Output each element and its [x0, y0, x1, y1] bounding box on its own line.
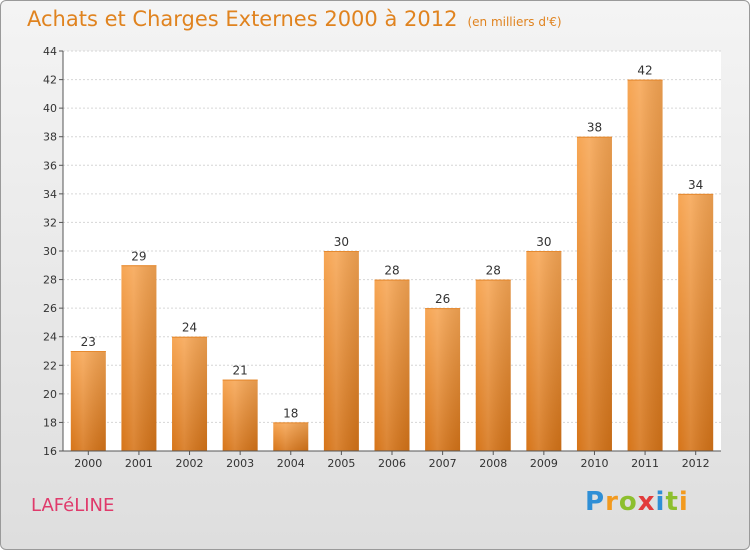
x-tick-label: 2009 [530, 457, 558, 470]
bar-shine [425, 308, 461, 451]
y-tick-label: 42 [43, 74, 57, 87]
y-tick-label: 24 [43, 331, 57, 344]
data-label: 34 [688, 178, 703, 192]
y-tick-label: 44 [43, 45, 57, 58]
y-tick-label: 28 [43, 274, 57, 287]
bar-shine [678, 193, 714, 451]
x-tick-label: 2004 [277, 457, 305, 470]
x-tick-label: 2003 [226, 457, 254, 470]
logo-letter: o [618, 487, 638, 517]
y-tick-label: 26 [43, 302, 57, 315]
bar-shine [475, 279, 511, 451]
logo-letter: i [678, 487, 689, 517]
data-label: 28 [486, 264, 501, 278]
x-tick-label: 2008 [479, 457, 507, 470]
x-tick-label: 2005 [327, 457, 355, 470]
x-tick-label: 2012 [682, 457, 710, 470]
y-tick-label: 30 [43, 245, 57, 258]
logo-letter: P [585, 487, 606, 517]
data-label: 26 [435, 292, 450, 306]
proxiti-logo: Proxiti [585, 487, 689, 517]
logo-letter: x [637, 487, 656, 517]
x-tick-label: 2002 [176, 457, 204, 470]
data-label: 18 [283, 406, 298, 420]
x-tick-label: 2010 [580, 457, 608, 470]
chart-title-text: Achats et Charges Externes 2000 à 2012 [27, 7, 458, 31]
data-label: 28 [384, 264, 399, 278]
bar-shine [172, 336, 208, 451]
bar-shine [273, 422, 309, 451]
y-tick-label: 16 [43, 445, 57, 458]
y-tick-label: 38 [43, 131, 57, 144]
y-tick-label: 18 [43, 416, 57, 429]
x-tick-label: 2007 [429, 457, 457, 470]
x-tick-label: 2006 [378, 457, 406, 470]
bar-shine [576, 136, 612, 451]
x-tick-label: 2000 [74, 457, 102, 470]
data-label: 21 [233, 364, 248, 378]
data-label: 30 [536, 235, 551, 249]
bar-shine [627, 79, 663, 452]
y-tick-label: 40 [43, 102, 57, 115]
bar-shine [526, 251, 562, 451]
bar-shine [222, 379, 258, 451]
x-tick-label: 2001 [125, 457, 153, 470]
logo-letter: r [605, 487, 619, 517]
commune-name: LAFéLINE [31, 495, 115, 516]
y-tick-label: 20 [43, 388, 57, 401]
bar-shine [374, 279, 410, 451]
data-label: 38 [587, 121, 602, 135]
y-tick-label: 22 [43, 359, 57, 372]
bar-shine [70, 351, 106, 451]
x-tick-label: 2011 [631, 457, 659, 470]
y-tick-label: 34 [43, 188, 57, 201]
y-tick-label: 36 [43, 159, 57, 172]
data-label: 29 [131, 249, 146, 263]
data-label: 30 [334, 235, 349, 249]
bar-shine [323, 251, 359, 451]
chart-title: Achats et Charges Externes 2000 à 2012 (e… [27, 7, 562, 31]
bar-shine [121, 265, 157, 451]
logo-letter: t [665, 487, 679, 517]
data-label: 23 [81, 335, 96, 349]
chart-subtitle: (en milliers d'€) [467, 15, 562, 29]
data-label: 24 [182, 321, 197, 335]
y-tick-label: 32 [43, 216, 57, 229]
data-label: 42 [637, 64, 652, 78]
logo-letter: i [655, 487, 666, 517]
